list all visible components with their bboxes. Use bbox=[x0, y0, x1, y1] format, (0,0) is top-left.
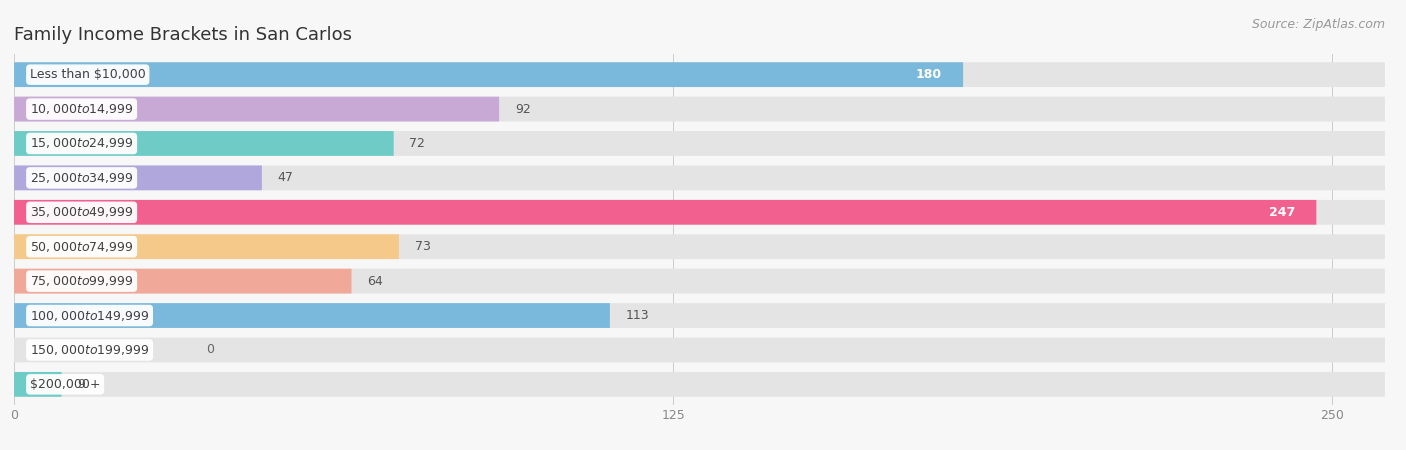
Text: $100,000 to $149,999: $100,000 to $149,999 bbox=[30, 309, 149, 323]
Text: 73: 73 bbox=[415, 240, 430, 253]
Text: $35,000 to $49,999: $35,000 to $49,999 bbox=[30, 205, 134, 219]
FancyBboxPatch shape bbox=[14, 269, 352, 293]
FancyBboxPatch shape bbox=[14, 303, 1385, 328]
FancyBboxPatch shape bbox=[14, 372, 62, 397]
FancyBboxPatch shape bbox=[14, 200, 1385, 225]
Bar bbox=[14, 230, 1385, 264]
FancyBboxPatch shape bbox=[14, 166, 1385, 190]
FancyBboxPatch shape bbox=[14, 62, 963, 87]
Bar bbox=[14, 298, 1385, 333]
Text: 0: 0 bbox=[207, 343, 214, 356]
Text: Family Income Brackets in San Carlos: Family Income Brackets in San Carlos bbox=[14, 26, 352, 44]
FancyBboxPatch shape bbox=[14, 131, 394, 156]
Text: $150,000 to $199,999: $150,000 to $199,999 bbox=[30, 343, 149, 357]
FancyBboxPatch shape bbox=[14, 269, 1385, 293]
Text: $25,000 to $34,999: $25,000 to $34,999 bbox=[30, 171, 134, 185]
Bar bbox=[14, 161, 1385, 195]
Bar bbox=[14, 92, 1385, 126]
Bar bbox=[14, 195, 1385, 230]
Text: $10,000 to $14,999: $10,000 to $14,999 bbox=[30, 102, 134, 116]
Text: Source: ZipAtlas.com: Source: ZipAtlas.com bbox=[1251, 18, 1385, 31]
Text: $75,000 to $99,999: $75,000 to $99,999 bbox=[30, 274, 134, 288]
FancyBboxPatch shape bbox=[14, 200, 1316, 225]
Text: $50,000 to $74,999: $50,000 to $74,999 bbox=[30, 240, 134, 254]
FancyBboxPatch shape bbox=[14, 62, 1385, 87]
Bar bbox=[14, 264, 1385, 298]
Text: 47: 47 bbox=[278, 171, 294, 184]
FancyBboxPatch shape bbox=[14, 97, 1385, 122]
FancyBboxPatch shape bbox=[14, 166, 262, 190]
Text: 72: 72 bbox=[409, 137, 426, 150]
Text: 113: 113 bbox=[626, 309, 650, 322]
Text: 180: 180 bbox=[915, 68, 942, 81]
Text: 64: 64 bbox=[367, 274, 382, 288]
FancyBboxPatch shape bbox=[14, 372, 1385, 397]
Text: $15,000 to $24,999: $15,000 to $24,999 bbox=[30, 136, 134, 150]
Text: 9: 9 bbox=[77, 378, 86, 391]
FancyBboxPatch shape bbox=[14, 97, 499, 122]
Text: 92: 92 bbox=[515, 103, 530, 116]
Bar bbox=[14, 58, 1385, 92]
FancyBboxPatch shape bbox=[14, 303, 610, 328]
Bar bbox=[14, 333, 1385, 367]
Text: 247: 247 bbox=[1270, 206, 1295, 219]
FancyBboxPatch shape bbox=[14, 131, 1385, 156]
Bar bbox=[14, 367, 1385, 401]
Text: $200,000+: $200,000+ bbox=[30, 378, 100, 391]
Text: Less than $10,000: Less than $10,000 bbox=[30, 68, 146, 81]
FancyBboxPatch shape bbox=[14, 234, 399, 259]
FancyBboxPatch shape bbox=[14, 338, 1385, 362]
FancyBboxPatch shape bbox=[14, 234, 1385, 259]
Bar bbox=[14, 126, 1385, 161]
